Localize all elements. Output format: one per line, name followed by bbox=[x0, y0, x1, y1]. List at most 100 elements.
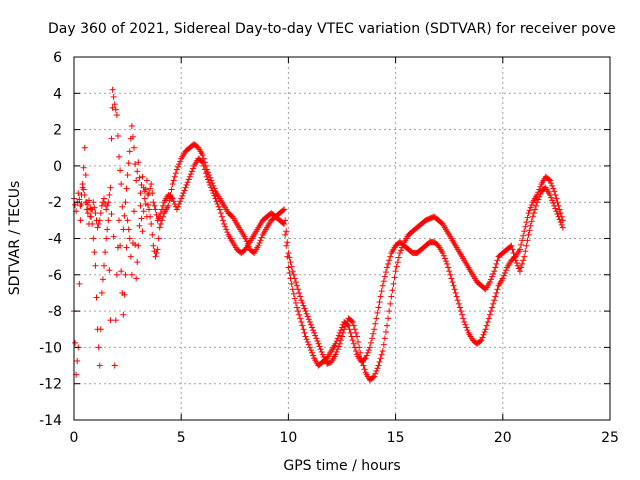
data-point bbox=[482, 326, 489, 333]
data-point bbox=[120, 311, 127, 318]
data-point-interp bbox=[372, 370, 379, 377]
data-point bbox=[165, 202, 172, 209]
data-point-interp bbox=[447, 271, 454, 278]
data-point bbox=[105, 199, 112, 206]
data-point-interp bbox=[550, 200, 557, 207]
data-point-interp bbox=[222, 223, 229, 230]
data-point-interp bbox=[492, 293, 499, 300]
data-point-interp bbox=[106, 191, 113, 198]
data-point-interp bbox=[348, 318, 355, 325]
data-point-interp bbox=[176, 161, 183, 168]
data-point-interp bbox=[198, 158, 205, 165]
y-axis-label: SDTVAR / TECUs bbox=[7, 181, 23, 296]
data-point-interp bbox=[370, 330, 377, 337]
data-point-interp bbox=[217, 210, 224, 217]
data-point bbox=[289, 268, 296, 275]
data-point bbox=[199, 159, 206, 166]
data-point bbox=[173, 206, 180, 213]
data-point-interp bbox=[372, 320, 379, 327]
data-point-interp bbox=[454, 297, 461, 304]
data-point-interp bbox=[526, 207, 533, 214]
data-point-interp bbox=[84, 201, 91, 208]
data-point-interp bbox=[557, 210, 564, 217]
data-point bbox=[109, 86, 116, 93]
data-point-interp bbox=[110, 93, 117, 100]
data-point-interp bbox=[382, 269, 389, 276]
data-point-interp bbox=[449, 279, 456, 286]
data-point-interp bbox=[337, 327, 344, 334]
data-point-interp bbox=[526, 227, 533, 234]
data-point bbox=[156, 224, 163, 231]
data-point-interp bbox=[99, 276, 106, 283]
data-point-interp bbox=[317, 346, 324, 353]
data-point bbox=[216, 206, 223, 213]
data-point bbox=[107, 317, 114, 324]
data-point bbox=[281, 206, 288, 213]
data-point bbox=[379, 348, 386, 355]
data-point bbox=[148, 220, 155, 227]
data-point bbox=[546, 191, 553, 198]
data-point-interp bbox=[295, 286, 302, 293]
data-point-interp bbox=[527, 222, 534, 229]
y-tick-label: 2 bbox=[53, 123, 62, 139]
data-point bbox=[113, 271, 120, 278]
data-point-interp bbox=[494, 257, 501, 264]
data-point bbox=[354, 333, 361, 340]
data-point-interp bbox=[220, 217, 227, 224]
data-point-interp bbox=[360, 362, 367, 369]
data-point-interp bbox=[125, 160, 132, 167]
data-point bbox=[98, 289, 105, 296]
data-point-interp bbox=[352, 348, 359, 355]
data-point-interp bbox=[218, 213, 225, 220]
data-point-interp bbox=[391, 274, 398, 281]
data-marks bbox=[71, 86, 566, 384]
data-point-interp bbox=[483, 322, 490, 329]
data-point-interp bbox=[299, 299, 306, 306]
data-point-interp bbox=[87, 213, 94, 220]
data-point-interp bbox=[377, 355, 384, 362]
data-point-interp bbox=[171, 173, 178, 180]
data-point-interp bbox=[377, 293, 384, 300]
data-point bbox=[152, 206, 159, 213]
data-point bbox=[516, 246, 523, 253]
data-point bbox=[521, 228, 528, 235]
data-point bbox=[293, 282, 300, 289]
data-point-interp bbox=[300, 302, 307, 309]
data-point bbox=[336, 329, 343, 336]
data-point bbox=[555, 202, 562, 209]
data-point-interp bbox=[119, 203, 126, 210]
data-point-interp bbox=[258, 234, 265, 241]
data-point-interp bbox=[297, 315, 304, 322]
data-point bbox=[516, 268, 523, 275]
data-point-interp bbox=[350, 340, 357, 347]
data-point-interp bbox=[95, 344, 102, 351]
data-point-interp bbox=[479, 334, 486, 341]
data-point-interp bbox=[168, 194, 175, 201]
data-point-interp bbox=[381, 335, 388, 342]
data-point bbox=[131, 144, 138, 151]
data-point bbox=[156, 213, 163, 220]
data-point-interp bbox=[93, 294, 100, 301]
data-point-interp bbox=[520, 232, 527, 239]
data-point bbox=[255, 242, 262, 249]
data-point-interp bbox=[545, 176, 552, 183]
data-point bbox=[137, 202, 144, 209]
data-point-interp bbox=[394, 259, 401, 266]
data-point-interp bbox=[209, 187, 216, 194]
data-point-interp bbox=[334, 346, 341, 353]
data-point bbox=[120, 226, 127, 233]
data-point-interp bbox=[223, 226, 230, 233]
data-point-interp bbox=[134, 259, 141, 266]
data-point-interp bbox=[78, 201, 85, 208]
data-point-interp bbox=[117, 167, 124, 174]
data-point-interp bbox=[337, 337, 344, 344]
data-point-interp bbox=[480, 331, 487, 338]
data-point-interp bbox=[153, 250, 160, 257]
data-point bbox=[150, 199, 157, 206]
data-point-interp bbox=[316, 343, 323, 350]
data-point bbox=[375, 304, 382, 311]
data-point bbox=[186, 173, 193, 180]
data-point-interp bbox=[304, 338, 311, 345]
data-point bbox=[94, 224, 101, 231]
data-point-interp bbox=[97, 210, 104, 217]
